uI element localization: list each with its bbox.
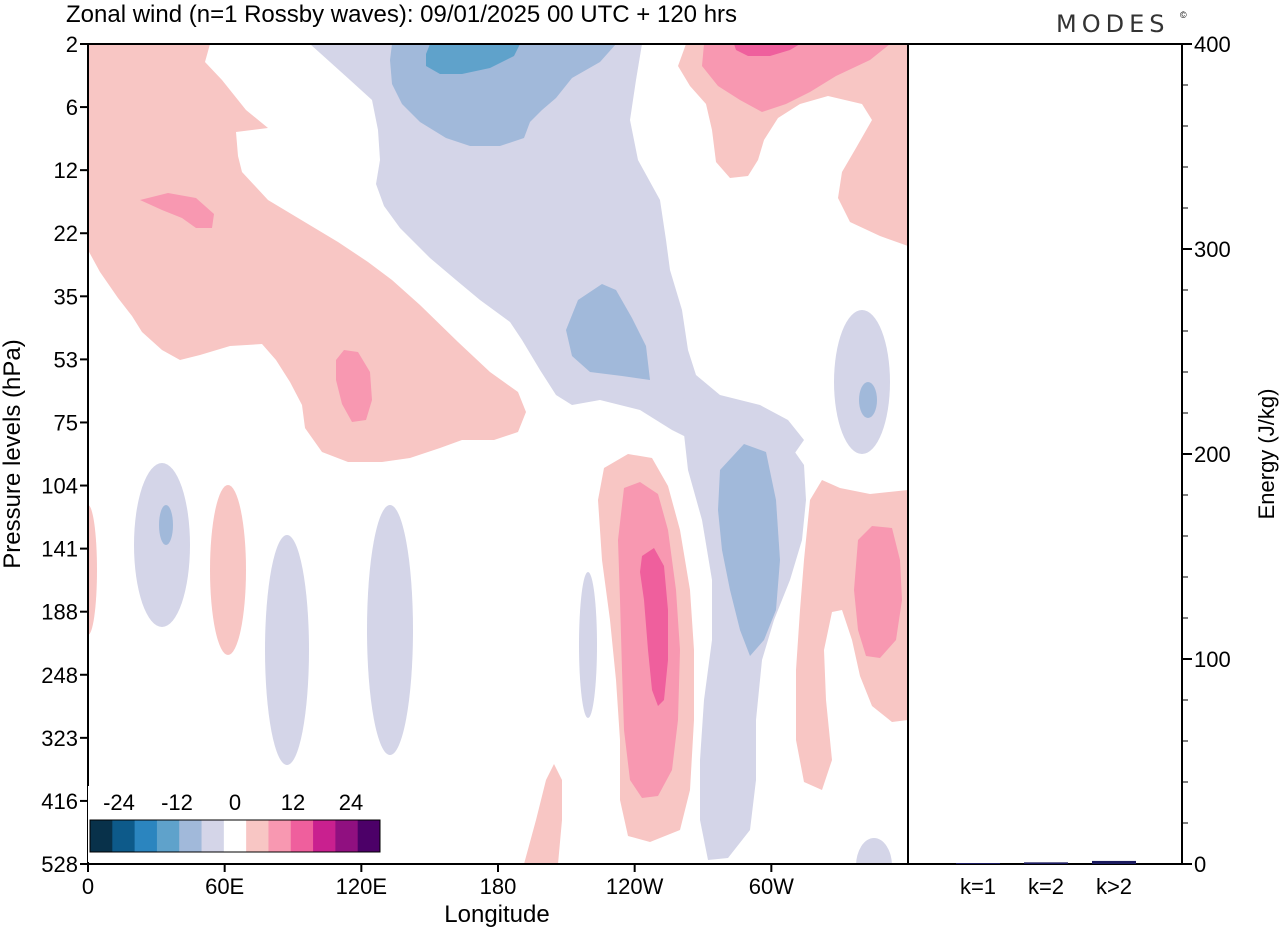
energy-frame — [907, 43, 1183, 865]
contour-neg-weak-right-oval — [834, 310, 890, 454]
colorbar-swatch — [313, 820, 336, 852]
colorbar-swatch — [357, 820, 381, 852]
colorbar-outline — [89, 819, 381, 853]
y-axis-label: Pressure levels (hPa) — [0, 339, 26, 568]
x-axis-label: Longitude — [444, 901, 549, 928]
y-tick-label: 188 — [41, 600, 78, 625]
brand-copyright-mark: © — [1180, 10, 1187, 20]
colorbar-swatch — [246, 820, 269, 852]
contour-neg-moderate-right-dot — [859, 382, 877, 418]
contour-neg-moderate-lower-left — [159, 505, 173, 545]
contour-neg-strong-top — [426, 44, 520, 74]
energy-axis-label: Energy (J/kg) — [1254, 389, 1279, 520]
energy-tick-label: 200 — [1194, 442, 1231, 467]
colorbar-swatch — [156, 820, 180, 852]
colorbar: -24 -12 0 12 24 — [88, 786, 382, 862]
contour-pos-weak-left-edge — [88, 505, 97, 635]
energy-bar — [1024, 862, 1068, 864]
y-tick-label: 75 — [54, 410, 78, 435]
energy-tick-label: 100 — [1194, 647, 1231, 672]
contour-pos-weak-bottom — [524, 764, 562, 864]
x-tick-label: 120W — [606, 874, 664, 899]
colorbar-labels: -24 -12 0 12 24 — [103, 790, 363, 815]
contour-neg-weak-thin — [579, 572, 597, 718]
colorbar-label: -12 — [161, 790, 193, 815]
colorbar-swatch — [112, 820, 136, 852]
contour-neg-weak-column-2 — [367, 505, 413, 755]
energy-panel: 0 100 200 300 400 k=1 k=2 k>2 Energy (J/kg) — [907, 32, 1279, 899]
y-tick-label: 416 — [41, 789, 78, 814]
contour-pos-strong-column — [640, 548, 668, 706]
energy-bar — [1092, 860, 1136, 864]
colorbar-swatch — [134, 820, 158, 852]
energy-tick-label: 0 — [1194, 852, 1206, 877]
energy-tick-label: 400 — [1194, 32, 1231, 57]
energy-category-label: k=2 — [1028, 874, 1064, 899]
contour-pos-strong-upper-right — [734, 44, 800, 56]
contour-fills — [88, 44, 908, 864]
chart-title: Zonal wind (n=1 Rossby waves): 09/01/202… — [66, 1, 737, 28]
energy-axis: 0 100 200 300 400 — [1182, 32, 1231, 877]
colorbar-swatch — [223, 820, 247, 852]
y-tick-label: 141 — [41, 537, 78, 562]
contour-neg-weak-bottom-right — [856, 838, 892, 864]
energy-category-label: k>2 — [1096, 874, 1132, 899]
y-tick-label: 12 — [54, 158, 78, 183]
x-tick-label: 60W — [749, 874, 794, 899]
contour-plot: 2 6 12 22 35 53 75 104 141 188 248 323 416 528 Pressu… — [0, 32, 909, 928]
modes-logo: MODES © — [1056, 10, 1187, 38]
y-tick-label: 104 — [41, 474, 78, 499]
colorbar-swatch — [335, 820, 359, 852]
colorbar-swatch — [179, 820, 203, 852]
pressure-axis: 2 6 12 22 35 53 75 104 141 188 248 323 416 528 — [41, 32, 88, 877]
energy-bars — [956, 860, 1136, 864]
contour-neg-weak-upper-middle — [310, 44, 804, 462]
colorbar-swatch — [90, 820, 113, 852]
contour-neg-moderate-mid — [566, 284, 650, 380]
colorbar-swatch — [201, 820, 225, 852]
energy-category-labels: k=1 k=2 k>2 — [960, 874, 1132, 899]
contour-pos-moderate-right — [854, 526, 902, 658]
energy-tick-label: 300 — [1194, 237, 1231, 262]
longitude-axis: 0 60E 120E 180 120W 60W — [82, 864, 794, 899]
y-tick-label: 6 — [66, 95, 78, 120]
contour-pos-weak-lower-left — [210, 485, 246, 655]
x-tick-label: 60E — [205, 874, 244, 899]
x-tick-label: 120E — [336, 874, 387, 899]
contour-pos-moderate-mid — [336, 350, 372, 422]
y-tick-label: 2 — [66, 32, 78, 57]
colorbar-label: 24 — [339, 790, 363, 815]
contour-neg-moderate-lower-band — [718, 444, 780, 656]
colorbar-label: 0 — [229, 790, 241, 815]
contour-neg-weak-column-1 — [265, 535, 309, 765]
contour-pos-weak-upper-left — [88, 44, 526, 462]
y-tick-label: 528 — [41, 852, 78, 877]
y-tick-label: 323 — [41, 726, 78, 751]
y-tick-label: 35 — [54, 284, 78, 309]
colorbar-swatch — [290, 820, 314, 852]
x-tick-label: 0 — [82, 874, 94, 899]
contour-pos-moderate-upper-right — [702, 44, 890, 112]
x-tick-label: 180 — [480, 874, 517, 899]
colorbar-swatches — [89, 819, 381, 853]
contour-neg-weak-lower-left — [134, 463, 190, 627]
energy-bar — [956, 863, 1000, 864]
energy-category-label: k=1 — [960, 874, 996, 899]
colorbar-label: 12 — [281, 790, 305, 815]
y-tick-label: 53 — [54, 347, 78, 372]
y-tick-label: 248 — [41, 663, 78, 688]
brand-logo-text: MODES — [1056, 10, 1169, 38]
y-tick-label: 22 — [54, 221, 78, 246]
colorbar-label: -24 — [103, 790, 135, 815]
colorbar-swatch — [268, 820, 292, 852]
contour-pos-moderate-upper — [140, 193, 214, 228]
